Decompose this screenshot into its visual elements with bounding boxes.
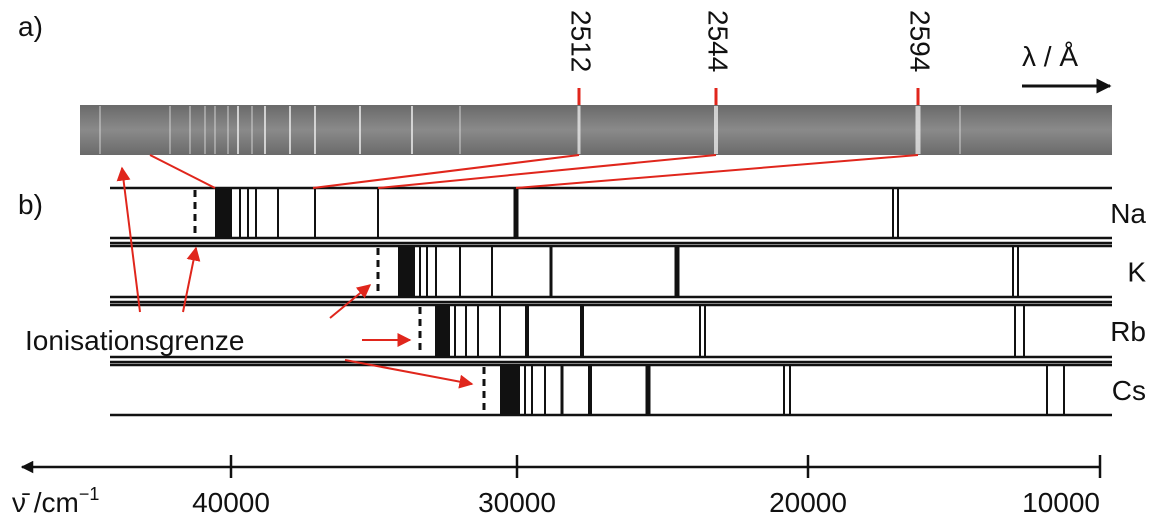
axis-tick-label: 30000 bbox=[478, 487, 556, 518]
annotation-label: Ionisationsgrenze bbox=[25, 325, 244, 356]
element-label: Na bbox=[1110, 198, 1146, 229]
annotations bbox=[116, 154, 919, 389]
axis-tick-label: 20000 bbox=[769, 487, 847, 518]
panel-label: b) bbox=[18, 189, 43, 220]
wavelength-label: 2544 bbox=[703, 10, 734, 72]
panel-label: a) bbox=[18, 11, 43, 42]
series-limit-band bbox=[435, 305, 450, 357]
series-limit-band bbox=[500, 365, 520, 415]
axis-tick-label: 10000 bbox=[1022, 487, 1100, 518]
wavelength-label: 2594 bbox=[905, 10, 936, 72]
axis-label-text: ν̄ /cm bbox=[12, 487, 79, 518]
element-label: K bbox=[1127, 257, 1146, 288]
axis-label-exponent: −1 bbox=[79, 484, 100, 504]
series-limit-band bbox=[215, 188, 232, 238]
element-label: Rb bbox=[1110, 316, 1146, 347]
wavelength-axis-label: λ / Å bbox=[1022, 41, 1078, 72]
axis-label: ν̄ /cm−1 bbox=[12, 484, 99, 518]
wavelength-label: 2512 bbox=[566, 10, 597, 72]
series-limit-band bbox=[398, 246, 415, 297]
spectrum-lines bbox=[99, 106, 961, 154]
element-label: Cs bbox=[1112, 375, 1146, 406]
spectrum-strip bbox=[80, 105, 1112, 155]
axis-tick-label: 40000 bbox=[192, 487, 270, 518]
series-rows: Na K Rb Cs bbox=[110, 186, 1146, 417]
